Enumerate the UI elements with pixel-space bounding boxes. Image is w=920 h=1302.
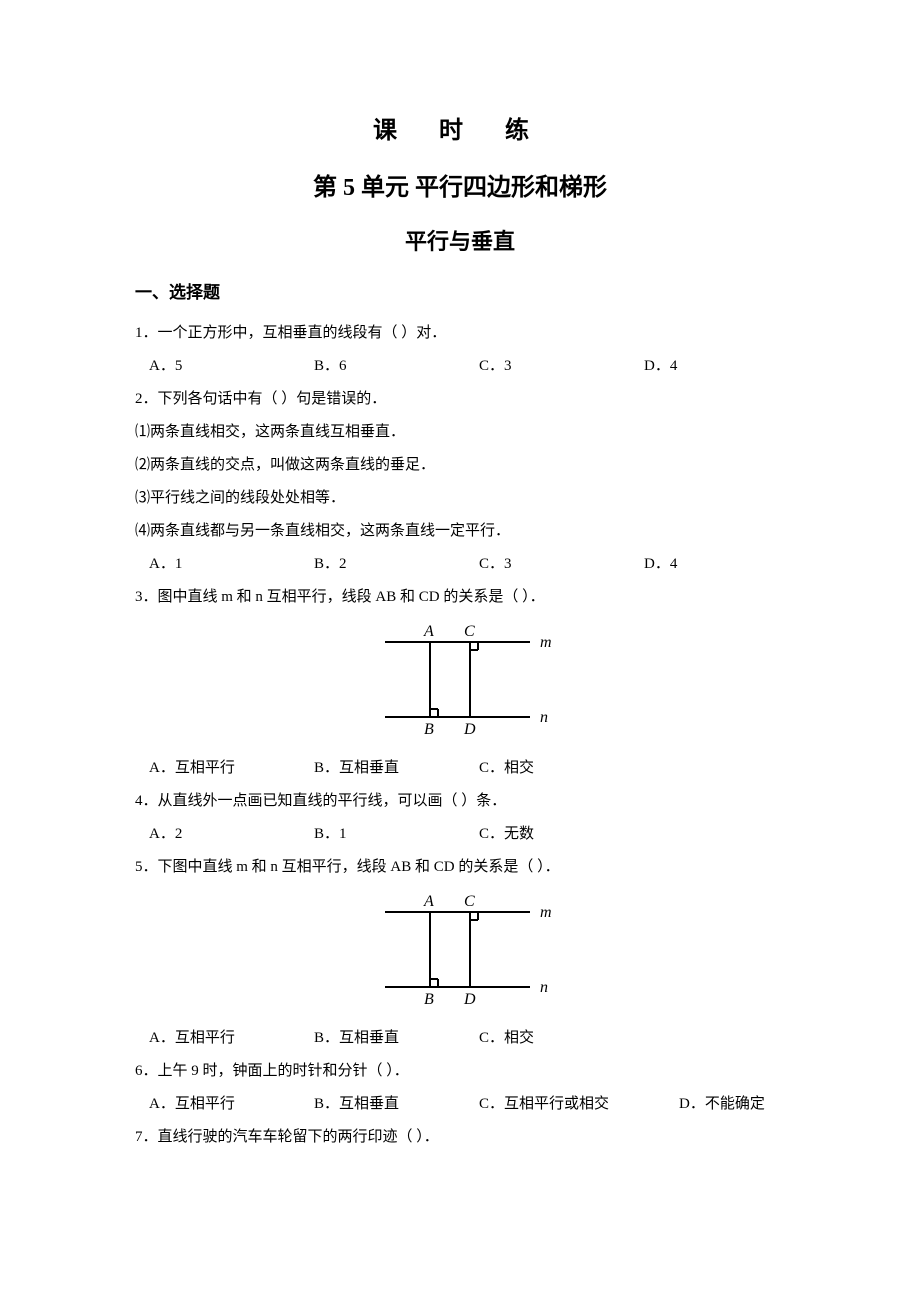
svg-text:n: n [540,709,548,726]
svg-text:B: B [424,991,434,1008]
q1-opt-d: D．4 [644,350,809,383]
svg-text:m: m [540,904,552,921]
svg-text:C: C [464,623,475,640]
q4-opt-a: A．2 [149,818,314,851]
q5-opt-c: C．相交 [479,1022,644,1055]
q2-text: 2．下列各句话中有（ ）句是错误的． [135,383,785,416]
q3-opt-a: A．互相平行 [149,752,314,785]
q2-sub4: ⑷两条直线都与另一条直线相交，这两条直线一定平行． [135,515,785,548]
q6-opt-d: D．不能确定 [679,1088,844,1121]
parallel-lines-diagram: A C B Dm n [350,892,570,1012]
q4-options: A．2 B．1 C．无数 [135,818,785,851]
q1-opt-c: C．3 [479,350,644,383]
q6-opt-c: C．互相平行或相交 [479,1088,679,1121]
q6-options: A．互相平行 B．互相垂直 C．互相平行或相交 D．不能确定 [135,1088,785,1121]
title-topic: 平行与垂直 [135,224,785,256]
q2-sub1: ⑴两条直线相交，这两条直线互相垂直． [135,416,785,449]
q1-text: 1．一个正方形中，互相垂直的线段有（ ）对． [135,317,785,350]
svg-text:C: C [464,893,475,910]
q5-figure: A C B Dm n [135,892,785,1012]
q2-opt-a: A．1 [149,548,314,581]
q5-opt-b: B．互相垂直 [314,1022,479,1055]
q5-options: A．互相平行 B．互相垂直 C．相交 [135,1022,785,1055]
q2-sub2: ⑵两条直线的交点，叫做这两条直线的垂足． [135,449,785,482]
svg-text:D: D [463,991,476,1008]
q6-opt-b: B．互相垂直 [314,1088,479,1121]
svg-text:n: n [540,979,548,996]
parallel-lines-diagram: A C B Dm n [350,622,570,742]
q2-opt-d: D．4 [644,548,809,581]
svg-text:m: m [540,634,552,651]
q2-sub3: ⑶平行线之间的线段处处相等． [135,482,785,515]
q5-text: 5．下图中直线 m 和 n 互相平行，线段 AB 和 CD 的关系是（ ）． [135,851,785,884]
q5-opt-a: A．互相平行 [149,1022,314,1055]
q1-opt-b: B．6 [314,350,479,383]
page: 课 时 练 第 5 单元 平行四边形和梯形 平行与垂直 一、选择题 1．一个正方… [0,0,920,1302]
q4-opt-b: B．1 [314,818,479,851]
svg-text:A: A [423,893,434,910]
svg-text:D: D [463,721,476,738]
q3-opt-c: C．相交 [479,752,644,785]
q4-opt-c: C．无数 [479,818,644,851]
q3-text: 3．图中直线 m 和 n 互相平行，线段 AB 和 CD 的关系是（ ）． [135,581,785,614]
title-unit: 第 5 单元 平行四边形和梯形 [135,167,785,202]
title-main: 课 时 练 [135,110,785,145]
q4-text: 4．从直线外一点画已知直线的平行线，可以画（ ）条． [135,785,785,818]
q2-opt-b: B．2 [314,548,479,581]
q6-opt-a: A．互相平行 [149,1088,314,1121]
q7-text: 7．直线行驶的汽车车轮留下的两行印迹（ ）． [135,1121,785,1154]
q3-options: A．互相平行 B．互相垂直 C．相交 [135,752,785,785]
q3-opt-b: B．互相垂直 [314,752,479,785]
q1-options: A．5 B．6 C．3 D．4 [135,350,785,383]
q2-opt-c: C．3 [479,548,644,581]
svg-text:B: B [424,721,434,738]
q6-text: 6．上午 9 时，钟面上的时针和分针（ ）． [135,1055,785,1088]
section-heading: 一、选择题 [135,278,785,303]
q2-options: A．1 B．2 C．3 D．4 [135,548,785,581]
svg-text:A: A [423,623,434,640]
q3-figure: A C B Dm n [135,622,785,742]
q1-opt-a: A．5 [149,350,314,383]
